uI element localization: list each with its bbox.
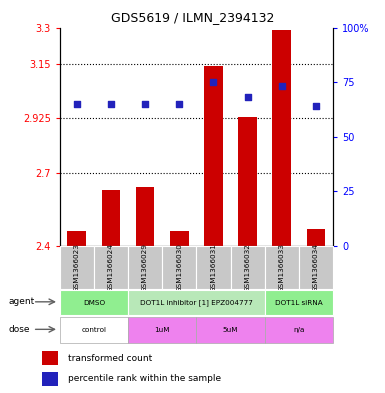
Text: control: control: [81, 327, 106, 333]
Text: GSM1366030: GSM1366030: [176, 243, 182, 292]
Point: [244, 94, 251, 101]
Bar: [264, 246, 299, 289]
Bar: [128, 246, 162, 289]
Bar: [42, 372, 58, 386]
Bar: [264, 290, 333, 315]
Bar: [60, 246, 94, 289]
Text: transformed count: transformed count: [68, 354, 152, 363]
Bar: [67, 231, 86, 246]
Bar: [136, 187, 154, 246]
Text: agent: agent: [8, 298, 35, 306]
Text: GSM1366031: GSM1366031: [211, 243, 216, 292]
Text: DMSO: DMSO: [83, 299, 105, 306]
Bar: [306, 229, 325, 246]
Point: [210, 79, 216, 85]
Point: [74, 101, 80, 107]
Bar: [238, 117, 257, 246]
Text: percentile rank within the sample: percentile rank within the sample: [68, 375, 221, 384]
Bar: [231, 246, 264, 289]
Bar: [42, 351, 58, 365]
Bar: [204, 66, 223, 246]
Bar: [264, 318, 333, 343]
Point: [176, 101, 182, 107]
Bar: [128, 290, 265, 315]
Bar: [94, 246, 128, 289]
Text: GSM1366029: GSM1366029: [142, 243, 148, 292]
Bar: [60, 290, 128, 315]
Text: 5uM: 5uM: [223, 327, 238, 333]
Text: GSM1366024: GSM1366024: [108, 243, 114, 292]
Bar: [196, 318, 264, 343]
Text: GSM1366033: GSM1366033: [279, 243, 285, 292]
Text: n/a: n/a: [293, 327, 305, 333]
Bar: [60, 318, 128, 343]
Bar: [299, 246, 333, 289]
Text: dose: dose: [8, 325, 30, 334]
Point: [279, 83, 285, 90]
Text: GSM1366023: GSM1366023: [74, 243, 80, 292]
Text: GDS5619 / ILMN_2394132: GDS5619 / ILMN_2394132: [111, 11, 274, 24]
Bar: [272, 30, 291, 246]
Text: DOT1L siRNA: DOT1L siRNA: [275, 299, 323, 306]
Bar: [128, 318, 196, 343]
Bar: [102, 190, 121, 246]
Text: GSM1366034: GSM1366034: [313, 243, 319, 292]
Point: [142, 101, 148, 107]
Bar: [170, 231, 189, 246]
Text: GSM1366032: GSM1366032: [244, 243, 251, 292]
Point: [313, 103, 319, 109]
Point: [108, 101, 114, 107]
Bar: [162, 246, 196, 289]
Bar: [196, 246, 231, 289]
Text: 1uM: 1uM: [154, 327, 170, 333]
Text: DOT1L inhibitor [1] EPZ004777: DOT1L inhibitor [1] EPZ004777: [140, 299, 253, 306]
